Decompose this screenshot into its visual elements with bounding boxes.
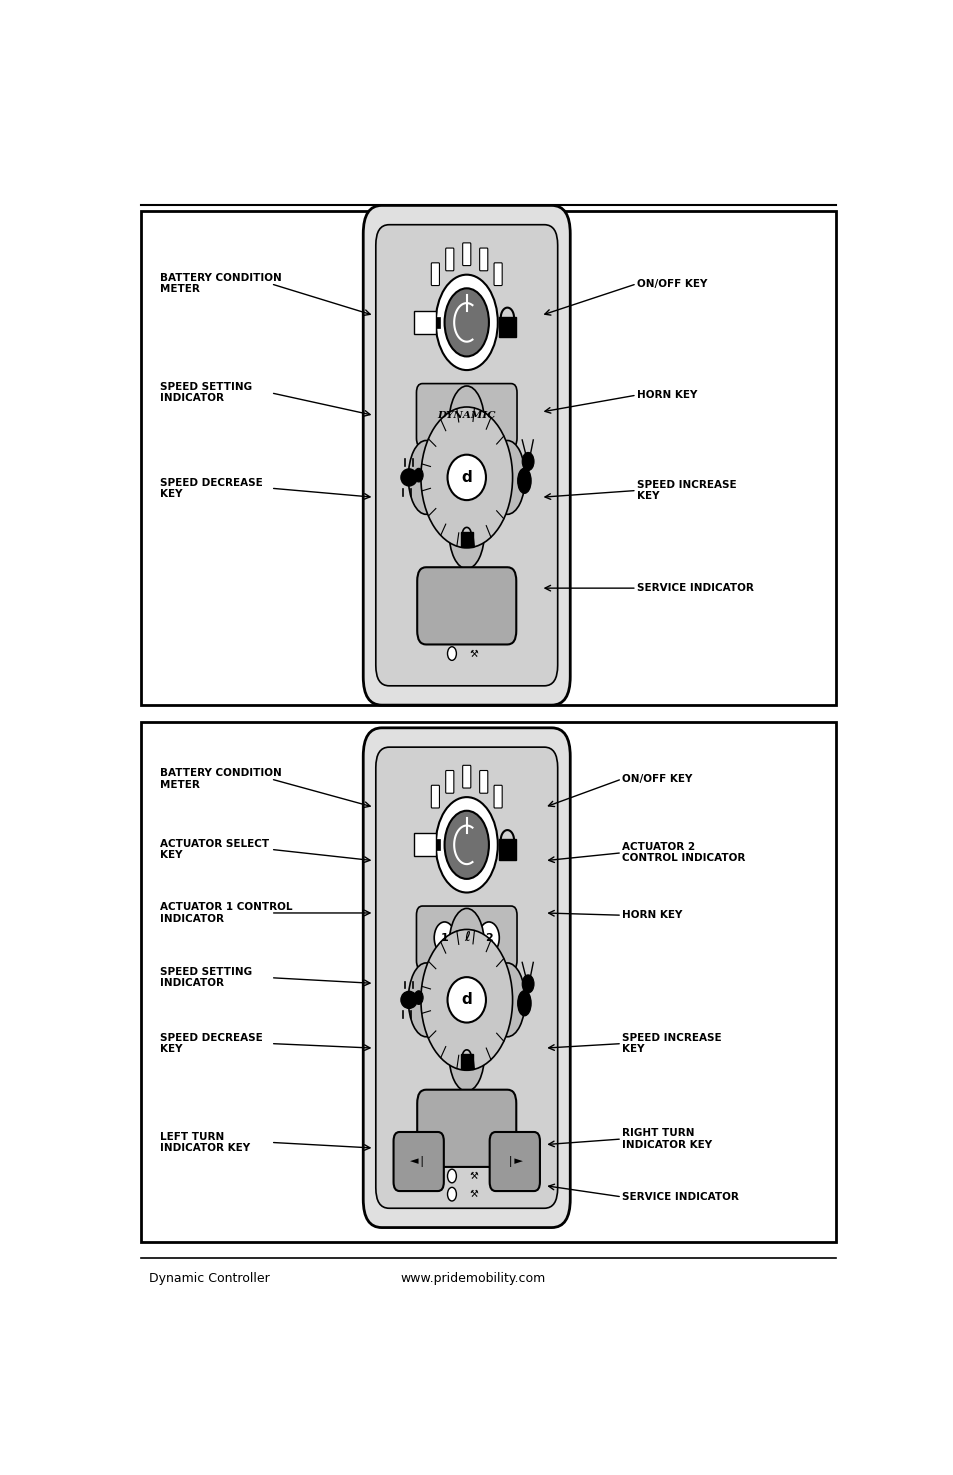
Circle shape [436, 274, 497, 370]
FancyBboxPatch shape [479, 770, 487, 794]
FancyBboxPatch shape [363, 727, 570, 1227]
Bar [141, 723, 836, 1242]
Circle shape [521, 453, 534, 471]
FancyBboxPatch shape [431, 263, 439, 286]
Text: SPEED DECREASE
KEY: SPEED DECREASE KEY [160, 478, 262, 499]
Circle shape [420, 929, 512, 1071]
FancyBboxPatch shape [462, 766, 471, 788]
Ellipse shape [489, 963, 524, 1037]
Circle shape [447, 646, 456, 661]
FancyBboxPatch shape [416, 568, 516, 645]
Circle shape [444, 288, 488, 357]
Text: ℓ: ℓ [463, 931, 469, 944]
Bar [414, 311, 436, 333]
Circle shape [444, 811, 488, 879]
Ellipse shape [408, 441, 443, 515]
Ellipse shape [400, 991, 416, 1009]
Text: HORN KEY: HORN KEY [621, 910, 681, 920]
Ellipse shape [447, 976, 485, 1022]
Circle shape [447, 1187, 456, 1201]
Circle shape [434, 922, 455, 954]
Text: ⚒: ⚒ [469, 649, 478, 658]
Text: SPEED DECREASE
KEY: SPEED DECREASE KEY [160, 1032, 262, 1055]
Text: ❘►: ❘► [505, 1156, 523, 1167]
Text: ACTUATOR SELECT
KEY: ACTUATOR SELECT KEY [160, 839, 269, 860]
Ellipse shape [449, 909, 484, 982]
Circle shape [414, 991, 423, 1004]
Ellipse shape [400, 469, 416, 485]
Circle shape [420, 407, 512, 547]
Text: SERVICE INDICATOR: SERVICE INDICATOR [637, 583, 753, 593]
Text: 2: 2 [484, 932, 493, 943]
Text: BATTERY CONDITION
METER: BATTERY CONDITION METER [160, 768, 281, 789]
FancyBboxPatch shape [479, 248, 487, 271]
Ellipse shape [447, 454, 485, 500]
Text: ACTUATOR 2
CONTROL INDICATOR: ACTUATOR 2 CONTROL INDICATOR [621, 842, 744, 863]
FancyBboxPatch shape [375, 748, 558, 1208]
Ellipse shape [408, 963, 443, 1037]
Text: d: d [461, 471, 472, 485]
Circle shape [478, 922, 498, 954]
Text: RIGHT TURN
INDICATOR KEY: RIGHT TURN INDICATOR KEY [621, 1128, 711, 1149]
Circle shape [436, 796, 497, 892]
Bar [498, 839, 516, 860]
FancyBboxPatch shape [431, 785, 439, 808]
FancyBboxPatch shape [416, 906, 517, 969]
FancyBboxPatch shape [445, 248, 454, 271]
Circle shape [447, 1170, 456, 1183]
FancyBboxPatch shape [363, 205, 570, 705]
Text: SPEED INCREASE
KEY: SPEED INCREASE KEY [637, 479, 736, 502]
Text: d: d [461, 993, 472, 1007]
Text: DYNAMIC: DYNAMIC [437, 412, 496, 420]
Bar [460, 1055, 472, 1069]
Text: ⚒: ⚒ [469, 1189, 478, 1199]
FancyBboxPatch shape [489, 1131, 539, 1190]
Circle shape [414, 469, 423, 482]
FancyBboxPatch shape [375, 224, 558, 686]
Text: www.pridemobility.com: www.pridemobility.com [400, 1271, 545, 1285]
Circle shape [521, 975, 534, 993]
Bar [498, 317, 516, 338]
Text: SPEED SETTING
INDICATOR: SPEED SETTING INDICATOR [160, 968, 252, 988]
Ellipse shape [489, 441, 524, 515]
Ellipse shape [517, 991, 531, 1016]
Text: ACTUATOR 1 CONTROL
INDICATOR: ACTUATOR 1 CONTROL INDICATOR [160, 903, 293, 923]
Text: HORN KEY: HORN KEY [637, 389, 697, 400]
Text: 1: 1 [440, 932, 448, 943]
Text: LEFT TURN
INDICATOR KEY: LEFT TURN INDICATOR KEY [160, 1131, 250, 1153]
FancyBboxPatch shape [462, 243, 471, 266]
Text: ⚒: ⚒ [469, 1171, 478, 1181]
Text: SERVICE INDICATOR: SERVICE INDICATOR [621, 1192, 739, 1202]
Bar [436, 317, 439, 327]
Bar [436, 839, 439, 851]
FancyBboxPatch shape [494, 263, 501, 286]
Bar [141, 211, 836, 705]
Ellipse shape [449, 386, 484, 460]
Text: BATTERY CONDITION
METER: BATTERY CONDITION METER [160, 273, 281, 295]
FancyBboxPatch shape [416, 1090, 516, 1167]
Text: ON/OFF KEY: ON/OFF KEY [637, 279, 706, 289]
Text: SPEED INCREASE
KEY: SPEED INCREASE KEY [621, 1032, 720, 1055]
FancyBboxPatch shape [416, 384, 517, 447]
Text: ON/OFF KEY: ON/OFF KEY [621, 774, 692, 783]
FancyBboxPatch shape [494, 785, 501, 808]
Bar [460, 532, 472, 547]
Ellipse shape [517, 469, 531, 493]
Text: SPEED SETTING
INDICATOR: SPEED SETTING INDICATOR [160, 382, 252, 403]
Bar [414, 833, 436, 855]
Ellipse shape [449, 1018, 484, 1092]
Text: ◄❘: ◄❘ [410, 1156, 427, 1167]
Text: Dynamic Controller: Dynamic Controller [149, 1271, 270, 1285]
FancyBboxPatch shape [394, 1131, 443, 1190]
Ellipse shape [449, 496, 484, 569]
FancyBboxPatch shape [445, 770, 454, 794]
